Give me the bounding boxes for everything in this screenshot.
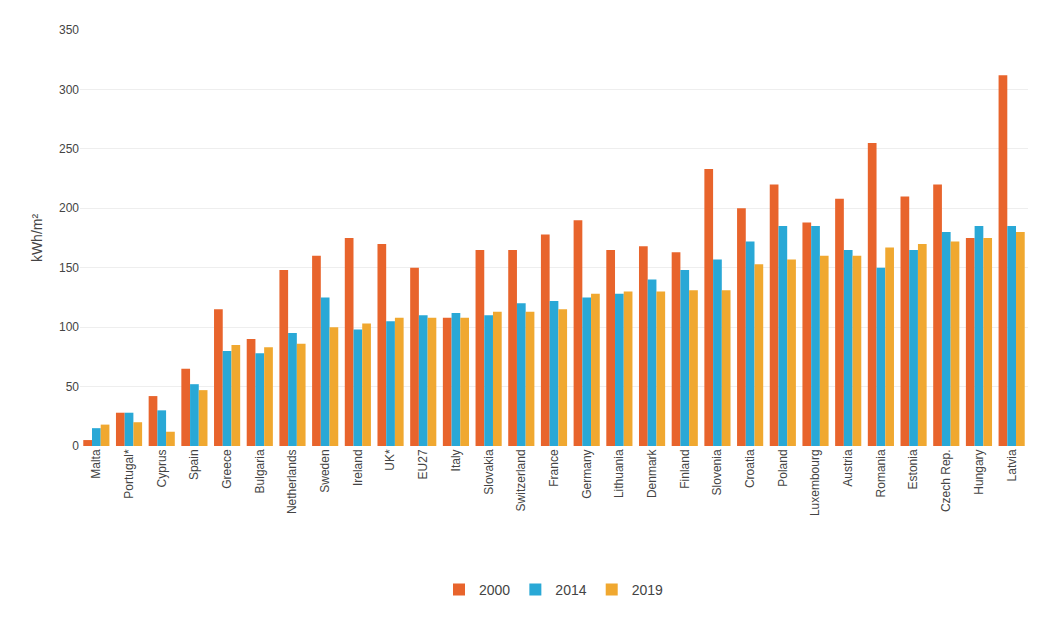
svg-text:50: 50 bbox=[66, 380, 80, 394]
svg-text:Finland: Finland bbox=[678, 449, 692, 488]
svg-text:Italy: Italy bbox=[449, 449, 463, 471]
svg-text:Netherlands: Netherlands bbox=[285, 449, 299, 514]
svg-text:Greece: Greece bbox=[220, 449, 234, 489]
svg-text:Bulgaria: Bulgaria bbox=[253, 449, 267, 493]
svg-text:2014: 2014 bbox=[555, 582, 586, 598]
svg-text:Sweden: Sweden bbox=[318, 449, 332, 492]
svg-text:France: France bbox=[547, 449, 561, 487]
svg-text:0: 0 bbox=[72, 439, 79, 453]
svg-text:300: 300 bbox=[59, 83, 79, 97]
svg-text:150: 150 bbox=[59, 261, 79, 275]
svg-text:Denmark: Denmark bbox=[645, 448, 659, 498]
svg-text:kWh/m²: kWh/m² bbox=[29, 214, 45, 263]
svg-text:Cyprus: Cyprus bbox=[155, 449, 169, 487]
svg-text:Malta: Malta bbox=[89, 449, 103, 479]
svg-text:Germany: Germany bbox=[580, 449, 594, 498]
svg-text:UK*: UK* bbox=[383, 449, 397, 471]
svg-text:Latvia: Latvia bbox=[1005, 449, 1019, 481]
svg-text:Luxembourg: Luxembourg bbox=[808, 449, 822, 516]
svg-text:Estonia: Estonia bbox=[906, 449, 920, 489]
svg-text:Hungary: Hungary bbox=[972, 449, 986, 494]
svg-text:250: 250 bbox=[59, 142, 79, 156]
svg-text:Portugal*: Portugal* bbox=[122, 449, 136, 499]
svg-text:Slovakia: Slovakia bbox=[482, 449, 496, 495]
svg-text:Lithuania: Lithuania bbox=[612, 449, 626, 498]
svg-text:2000: 2000 bbox=[479, 582, 510, 598]
svg-text:200: 200 bbox=[59, 201, 79, 215]
svg-text:EU27: EU27 bbox=[416, 449, 430, 479]
svg-text:2019: 2019 bbox=[632, 582, 663, 598]
svg-text:Austria: Austria bbox=[841, 449, 855, 487]
svg-text:100: 100 bbox=[59, 320, 79, 334]
svg-text:Spain: Spain bbox=[187, 449, 201, 480]
svg-text:Switzerland: Switzerland bbox=[514, 449, 528, 511]
svg-text:Romania: Romania bbox=[874, 449, 888, 497]
svg-text:350: 350 bbox=[59, 23, 79, 37]
svg-text:Ireland: Ireland bbox=[351, 449, 365, 486]
svg-text:Poland: Poland bbox=[776, 449, 790, 486]
svg-text:Croatia: Croatia bbox=[743, 449, 757, 488]
svg-text:Czech Rep.: Czech Rep. bbox=[939, 449, 953, 512]
svg-text:Slovenia: Slovenia bbox=[710, 449, 724, 495]
